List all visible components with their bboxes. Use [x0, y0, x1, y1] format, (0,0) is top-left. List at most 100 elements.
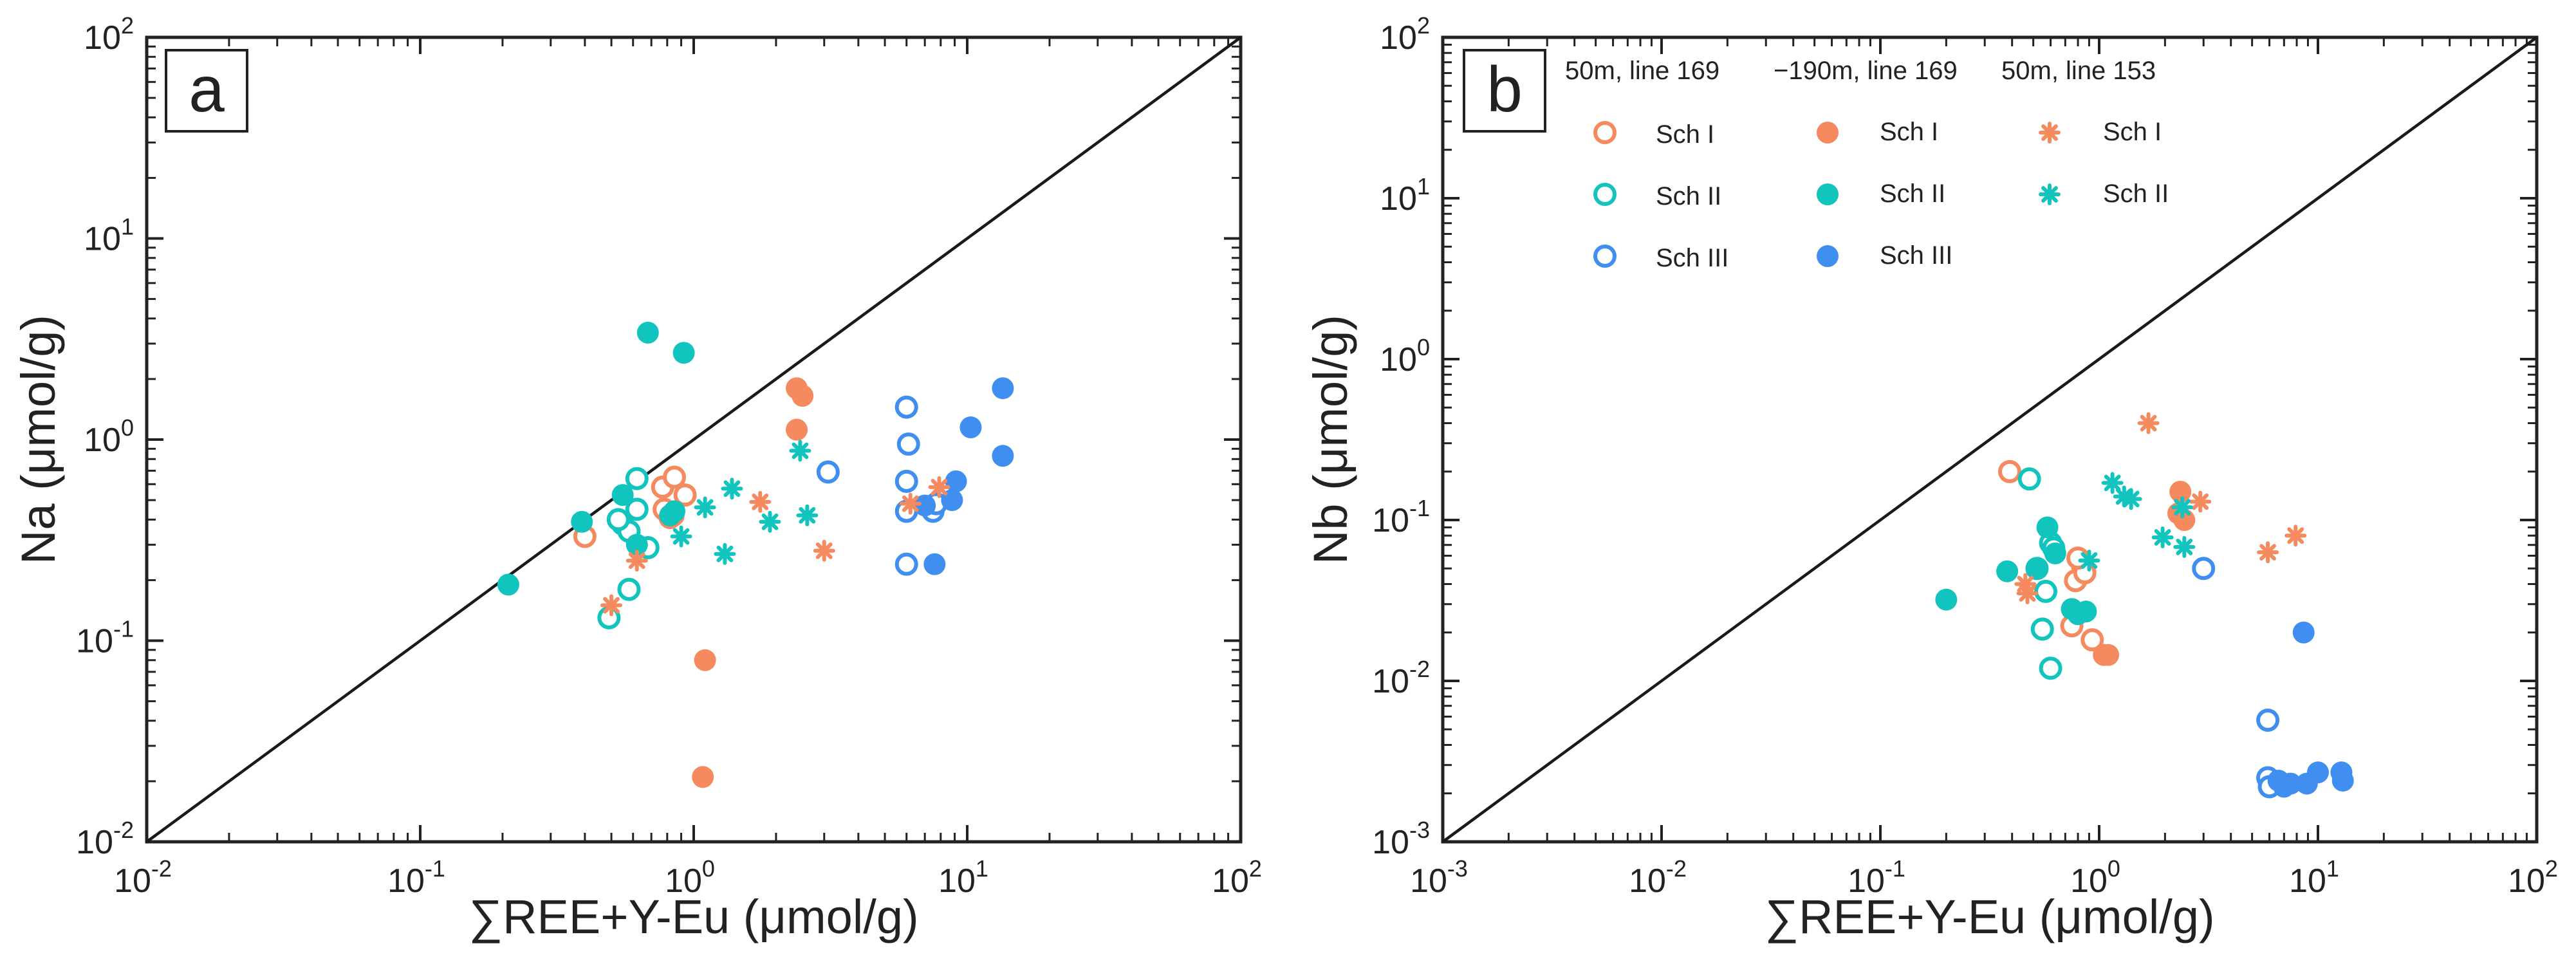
data-point [816, 460, 840, 484]
legend-marker [1817, 245, 1839, 267]
data-point [2034, 579, 2057, 603]
legend-marker [1593, 183, 1617, 206]
legend-col-3-entry-2: Sch II [2103, 180, 2169, 208]
x-tick-label: 10-2 [114, 855, 172, 900]
panel-b-y-axis-title: Nb (μmol/g) [1304, 315, 1357, 564]
panel-b-label-box [1463, 49, 1546, 133]
legend-symbols [1593, 121, 2061, 268]
panel-b-y-tick-labels: 10-3 10-2 10-1 100 101 102 [1372, 12, 1430, 861]
data-point [959, 416, 982, 439]
legend-col-2-entry-3: Sch III [1880, 241, 1952, 270]
data-point [2267, 769, 2290, 792]
data-point [673, 483, 697, 507]
data-point [663, 500, 686, 523]
panel-b-major-ticks [1441, 36, 2538, 843]
data-point [2044, 542, 2066, 564]
data-point [663, 465, 687, 489]
x-tick-label: 10-3 [1410, 855, 1468, 900]
data-point [2151, 526, 2174, 548]
panel-a-chart: 10-2 10-1 100 101 102 10-2 10-1 100 101 102 a ∑R… [12, 12, 1262, 943]
data-point [2257, 541, 2279, 564]
panel-b-x-tick-labels: 10-3 10-2 10-1 100 101 102 [1410, 855, 2558, 900]
data-point [786, 418, 808, 441]
legend: 50m, line 169 −190m, line 169 50m, line … [1565, 57, 2169, 272]
data-point [2075, 600, 2097, 623]
panel-a-label-box [165, 49, 248, 133]
x-tick-label: 102 [1212, 855, 1262, 900]
data-point [2189, 490, 2212, 513]
panel-a-minor-ticks [147, 37, 1241, 842]
data-point [945, 470, 967, 492]
panel-b-plot-frame [1441, 35, 2539, 844]
panel-b-chart: 10-3 10-2 10-1 100 101 102 10-3 10-2 10-1 100 101… [1304, 12, 2558, 943]
data-point [2097, 644, 2120, 666]
data-point [497, 573, 519, 596]
data-point [2017, 467, 2041, 491]
data-point [2137, 412, 2160, 434]
data-point [625, 497, 649, 521]
data-point [672, 342, 695, 364]
data-point [992, 377, 1014, 400]
data-point [2039, 656, 2062, 680]
data-point [792, 385, 814, 407]
data-point [2256, 709, 2280, 732]
panel-b-data-points [1935, 412, 2354, 799]
data-point [894, 395, 918, 419]
data-point [928, 476, 950, 498]
data-point [894, 552, 918, 576]
data-point [2292, 621, 2315, 644]
legend-col-2-entry-2: Sch II [1880, 180, 1945, 208]
data-point [625, 534, 648, 556]
panel-a-one-to-one-line [145, 36, 1242, 843]
data-point [694, 496, 716, 519]
data-point [2078, 549, 2100, 571]
data-point [2026, 557, 2048, 580]
legend-col-2-entry-1: Sch I [1880, 118, 1938, 146]
legend-marker [1593, 245, 1617, 268]
data-point [749, 490, 772, 513]
data-point [625, 467, 649, 490]
data-point [600, 594, 623, 617]
panel-a-major-ticks [145, 36, 1242, 843]
legend-col-3-entry-1: Sch I [2103, 118, 2162, 146]
data-point [2307, 761, 2329, 784]
legend-col-1-entry-2: Sch II [1656, 182, 1721, 210]
data-point [670, 525, 692, 548]
data-point [2331, 769, 2354, 792]
data-point [2030, 617, 2054, 641]
data-point [796, 504, 819, 526]
x-tick-label: 101 [938, 855, 988, 900]
x-tick-label: 100 [665, 855, 715, 900]
panel-a-label: a [189, 53, 225, 125]
y-tick-label: 10-2 [1372, 656, 1430, 700]
legend-col-1-entry-1: Sch I [1656, 120, 1714, 149]
panel-a-x-axis-title: ∑REE+Y-Eu (μmol/g) [468, 890, 918, 943]
x-tick-label: 102 [2508, 855, 2558, 900]
y-tick-label: 102 [84, 12, 134, 57]
data-point [714, 543, 736, 565]
data-point [789, 440, 811, 462]
data-point [1935, 588, 1958, 611]
x-tick-label: 100 [2070, 855, 2120, 900]
data-point [2036, 516, 2059, 539]
y-tick-label: 101 [1380, 173, 1430, 218]
y-tick-label: 100 [1380, 334, 1430, 378]
data-point [617, 577, 641, 601]
data-point [2284, 525, 2307, 547]
data-point [2192, 557, 2216, 581]
data-point [1996, 560, 2019, 582]
y-tick-label: 101 [84, 214, 134, 258]
legend-marker [2039, 183, 2061, 205]
data-point [2169, 480, 2192, 503]
data-point [1997, 460, 2021, 483]
legend-marker [2039, 122, 2061, 144]
x-tick-label: 101 [2289, 855, 2339, 900]
data-point [571, 510, 593, 533]
data-point [692, 766, 714, 788]
data-point [899, 492, 922, 515]
x-tick-label: 10-1 [1848, 855, 1905, 900]
legend-header-col-2: −190m, line 169 [1774, 57, 1958, 85]
data-point [694, 649, 716, 671]
panel-a-x-tick-labels: 10-2 10-1 100 101 102 [114, 855, 1262, 900]
